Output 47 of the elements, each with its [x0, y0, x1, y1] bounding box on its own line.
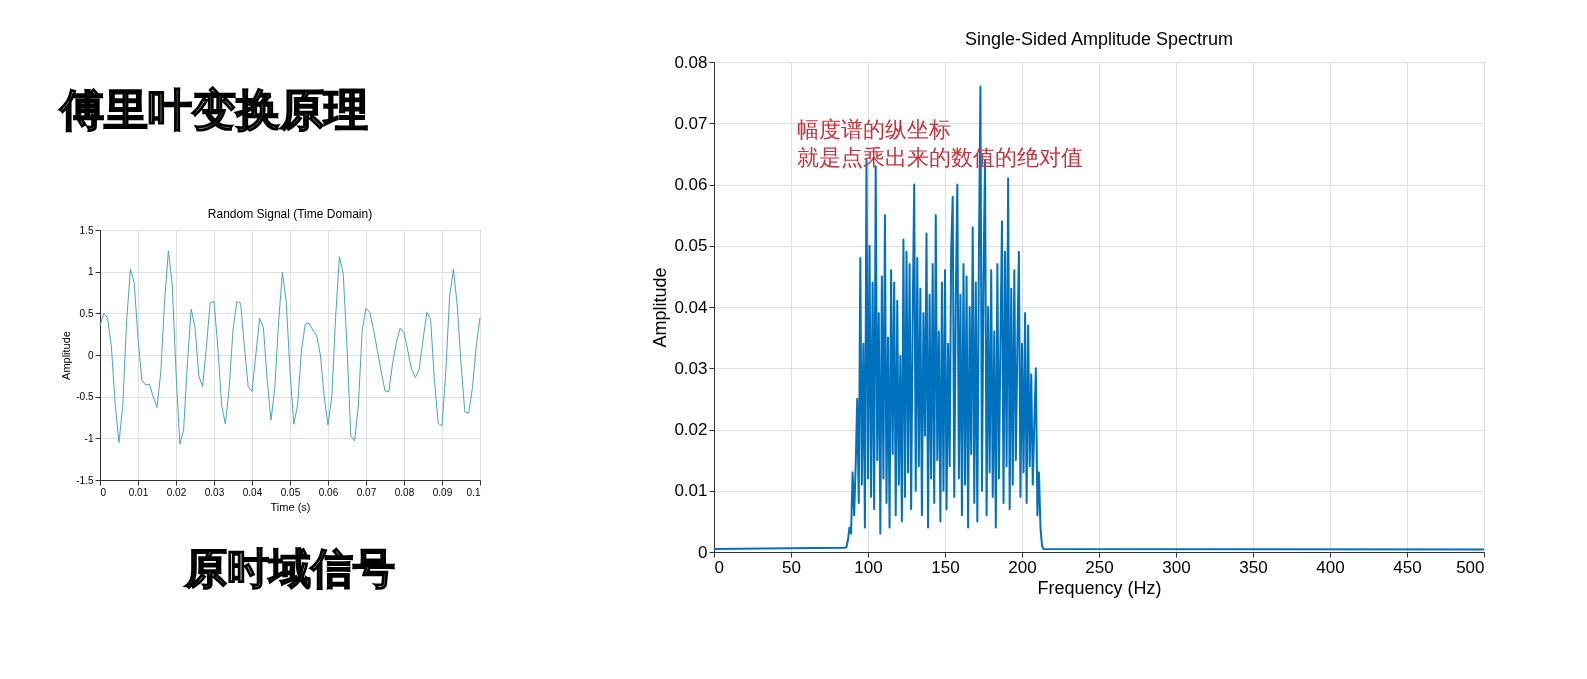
- y-tick-label: 0.04: [674, 297, 708, 317]
- x-axis-title: Time (s): [270, 500, 311, 513]
- y-tick-label: 0: [87, 349, 94, 361]
- x-tick-label: 450: [1393, 557, 1422, 577]
- x-tick-label: 0.03: [204, 486, 225, 498]
- chart-title: Single-Sided Amplitude Spectrum: [964, 29, 1234, 49]
- text: 原时域信号: [184, 544, 395, 593]
- x-axis-title: Frequency (Hz): [1037, 577, 1162, 598]
- y-tick-label: 0.08: [674, 52, 708, 72]
- x-tick-label: 300: [1162, 557, 1191, 577]
- x-tick-label: 200: [1008, 557, 1037, 577]
- x-tick-label: 0: [100, 486, 107, 498]
- x-tick-label: 50: [782, 557, 801, 577]
- x-tick-label: 0.05: [280, 486, 301, 498]
- y-tick-label: 0.06: [674, 175, 708, 194]
- y-tick-label: -0.5: [76, 391, 94, 403]
- x-tick-label: 400: [1316, 557, 1345, 577]
- y-tick-label: 0: [698, 542, 708, 562]
- text: 傅里叶变换原理: [58, 84, 368, 135]
- line-series: [99, 250, 481, 445]
- y-tick-label: 0.5: [79, 307, 94, 319]
- annotation: 幅度谱的纵坐标: [797, 117, 951, 142]
- x-tick-label: 0: [714, 557, 724, 577]
- x-tick-label: 500: [1456, 557, 1485, 577]
- x-tick-label: 0.07: [356, 486, 377, 498]
- x-tick-label: 0.1: [466, 486, 481, 498]
- y-tick-label: 0.07: [674, 113, 708, 133]
- x-tick-label: 100: [854, 557, 883, 577]
- x-tick-label: 0.02: [166, 486, 187, 498]
- x-tick-label: 0.01: [128, 486, 149, 498]
- y-tick-label: 0.02: [674, 420, 708, 439]
- y-tick-label: 1.5: [79, 224, 94, 236]
- x-tick-label: 0.09: [432, 486, 453, 498]
- x-tick-label: 250: [1085, 557, 1114, 577]
- y-tick-label: -1: [84, 432, 94, 444]
- chart-title: Random Signal (Time Domain): [207, 207, 373, 221]
- y-tick-label: 1: [87, 266, 94, 278]
- y-tick-label: -1.5: [76, 474, 94, 486]
- y-axis-title: Amplitude: [60, 331, 73, 380]
- x-tick-label: 350: [1239, 557, 1268, 577]
- x-tick-label: 0.04: [242, 486, 263, 498]
- y-tick-label: 0.05: [674, 236, 708, 256]
- x-tick-label: 150: [931, 557, 960, 577]
- x-tick-label: 0.06: [318, 486, 339, 498]
- x-tick-label: 0.08: [394, 486, 415, 498]
- y-axis-title: Amplitude: [650, 267, 671, 348]
- y-tick-label: 0.03: [674, 358, 708, 378]
